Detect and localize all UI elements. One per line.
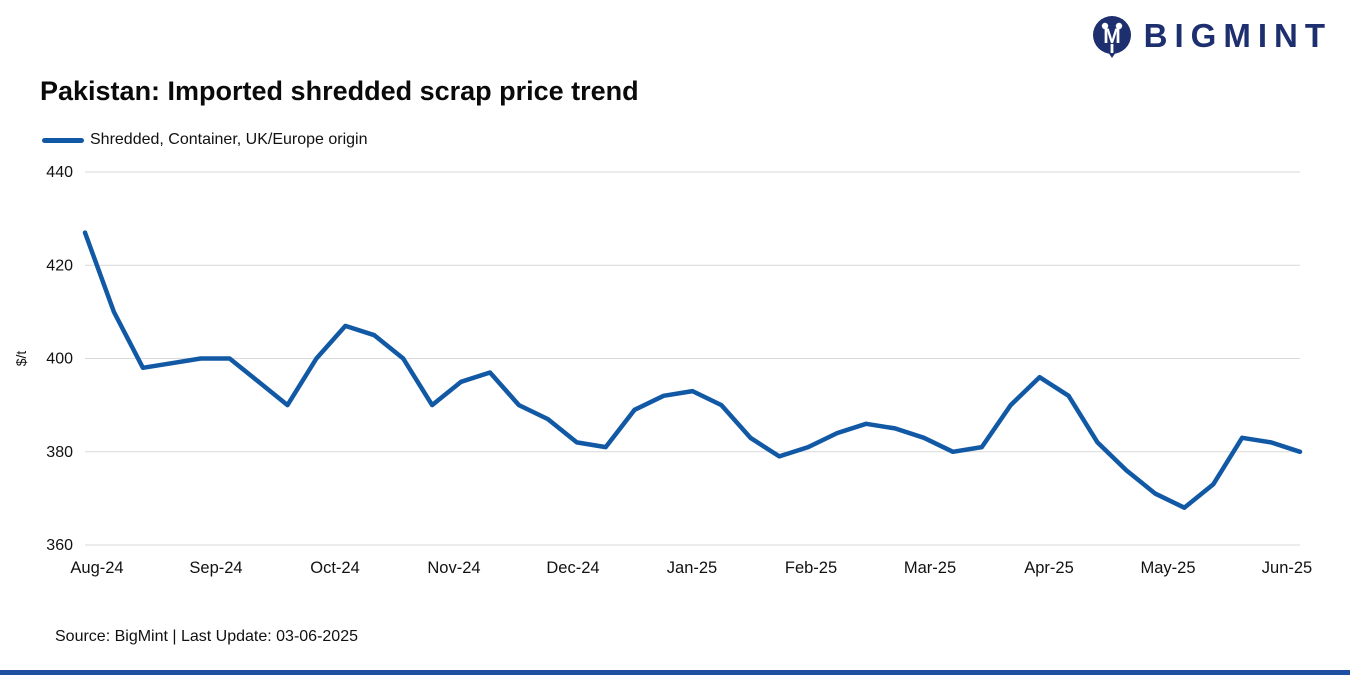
- bigmint-logo-text: BIGMINT: [1143, 17, 1332, 54]
- line-chart-svg: 360 380 400 420 440 $/t Aug-24 Sep-24 Oct-24 Nov-…: [13, 164, 1312, 577]
- bottom-accent-bar: [0, 670, 1350, 675]
- bigmint-logo-icon: M: [1092, 16, 1131, 58]
- y-tick-label: 380: [46, 444, 73, 461]
- source-note: Source: BigMint | Last Update: 03-06-202…: [55, 628, 358, 645]
- x-tick-label: Jun-25: [1262, 559, 1312, 577]
- y-tick-label: 420: [46, 257, 73, 274]
- bigmint-logo: M BIGMINT: [1090, 14, 1332, 58]
- legend-line-swatch: [42, 137, 84, 143]
- legend-label: Shredded, Container, UK/Europe origin: [90, 131, 368, 148]
- x-tick-label: May-25: [1140, 559, 1195, 577]
- x-tick-label: Mar-25: [904, 559, 956, 577]
- legend: Shredded, Container, UK/Europe origin: [42, 131, 368, 149]
- x-tick-label: Oct-24: [310, 559, 360, 577]
- x-tick-label: Apr-25: [1024, 559, 1074, 577]
- x-tick-label: Feb-25: [785, 559, 837, 577]
- y-tick-label: 440: [46, 164, 73, 181]
- y-axis-title: $/t: [13, 351, 29, 367]
- page-title: Pakistan: Imported shredded scrap price …: [40, 76, 639, 106]
- line-chart: 360 380 400 420 440 $/t Aug-24 Sep-24 Oct-24 Nov-…: [0, 150, 1350, 595]
- x-tick-label: Nov-24: [427, 559, 480, 577]
- y-tick-label: 360: [46, 537, 73, 554]
- x-tick-label: Jan-25: [667, 559, 717, 577]
- x-tick-label: Dec-24: [546, 559, 599, 577]
- x-tick-label: Sep-24: [189, 559, 242, 577]
- price-trend-line: [82, 230, 1303, 510]
- svg-text:M: M: [1103, 25, 1121, 48]
- x-tick-label: Aug-24: [70, 559, 123, 577]
- y-tick-label: 400: [46, 351, 73, 368]
